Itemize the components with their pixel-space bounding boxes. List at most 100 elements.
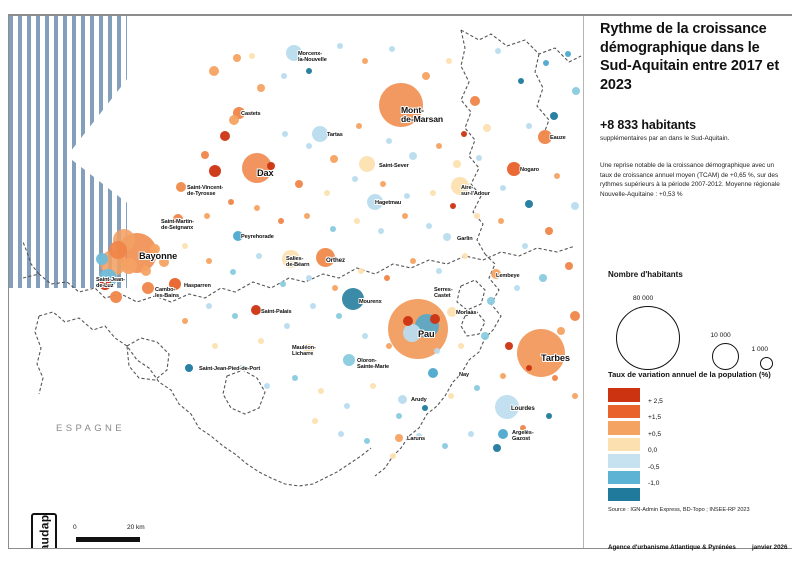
map-canvas[interactable]: Morcenx- la-Nouvelle Mont- de-Marsan Tarta… [9,16,583,548]
commune-dot [330,155,338,163]
commune-dot [476,155,482,161]
commune-dot [185,364,193,372]
commune-dot [409,152,417,160]
commune-dot [402,213,408,219]
description-text: Une reprise notable de la croissance dém… [600,161,780,199]
commune-dot [565,262,573,270]
commune-dot [396,413,402,419]
commune-dot [384,275,390,281]
commune-dot [367,194,383,210]
commune-dot [99,278,111,290]
commune-dot [302,343,314,355]
color-legend-title: Taux de variation annuel de la populatio… [608,370,771,379]
commune-dot [505,342,513,350]
commune-dot [150,244,160,254]
commune-dot [386,138,392,144]
place-label: Lembeye [496,273,520,279]
commune-dot [121,258,137,274]
commune-dot [318,388,324,394]
place-label: Argelès- Gazost [512,430,534,442]
frame-top-rule [8,14,792,16]
size-legend-label: 1 000 [751,346,769,353]
commune-dot [228,199,234,205]
scale-bar [76,537,140,542]
commune-dot [233,231,243,241]
color-legend-label: + 2,5 [648,397,663,405]
frame-left-rule [8,14,9,548]
commune-dot [142,282,154,294]
commune-dot [342,288,364,310]
kpi-value: +8 833 habitants [600,118,697,133]
commune-dot [539,274,547,282]
color-legend-swatch [608,404,640,419]
commune-dot [310,303,316,309]
commune-dot [312,126,328,142]
commune-dot [422,405,428,411]
place-label: Mourenx [359,299,382,305]
commune-dot [282,131,288,137]
place-label: Peyrehorade [241,234,274,240]
place-label: Tarbes [541,353,570,363]
commune-dot [212,343,218,349]
commune-dot [295,180,303,188]
commune-dot [495,395,519,419]
commune-dot [403,324,421,342]
commune-dot [337,43,343,49]
commune-dot [312,418,318,424]
commune-dot [278,218,284,224]
color-legend-swatch [608,470,640,485]
commune-dot [495,48,501,54]
commune-dot [182,318,188,324]
commune-dot [306,143,312,149]
commune-dot [209,165,221,177]
commune-dot [474,385,480,391]
commune-dot [315,247,335,267]
commune-dot [281,73,287,79]
place-label: Laruns [407,436,426,442]
color-legend-swatch [608,437,640,452]
publication-date: janvier 2026 [752,544,788,551]
commune-dot [557,327,565,335]
place-label: Garlin [457,236,473,242]
commune-dot [330,226,336,232]
place-label: Hagetmau [375,200,402,206]
country-label-espagne: ESPAGNE [56,423,126,434]
place-label: Tartas [327,132,343,138]
commune-dot [379,83,423,127]
commune-dot [332,285,338,291]
commune-dot [336,313,342,319]
map-right-edge [583,16,584,548]
audap-logo-text: audap [37,514,51,548]
commune-dot [359,156,375,172]
place-label: Eauze [550,135,566,141]
commune-dot [201,151,209,159]
commune-dot [324,190,330,196]
commune-dot [538,130,552,144]
color-legend-label: 0,0 [648,447,658,455]
size-legend-circle [712,343,739,370]
commune-dot [209,66,219,76]
commune-dot [249,53,255,59]
commune-dot [362,58,368,64]
page-title: Rythme de la croissance démographique da… [600,21,779,93]
commune-dot [292,375,298,381]
scale-min-label: 0 [73,524,77,531]
place-label: Saint-Jean-Pied-de-Port [199,366,261,372]
commune-dot [173,214,183,224]
commune-dot [446,58,452,64]
commune-dot [498,218,504,224]
place-label: Orthez [326,257,345,264]
place-label: Aire- sur-l'Adour [461,185,490,197]
commune-dot [306,275,312,281]
commune-dot [426,223,432,229]
place-label: Cambo- les-Bains [155,287,179,299]
commune-dot [520,425,526,431]
commune-dot [338,431,344,437]
place-label: Saint-Jean- de-Luz [96,277,126,289]
commune-dot [344,403,350,409]
commune-dot [251,305,261,315]
color-legend-swatch [608,487,640,502]
place-label: Dax [257,168,274,178]
place-label: Castets [241,111,261,117]
